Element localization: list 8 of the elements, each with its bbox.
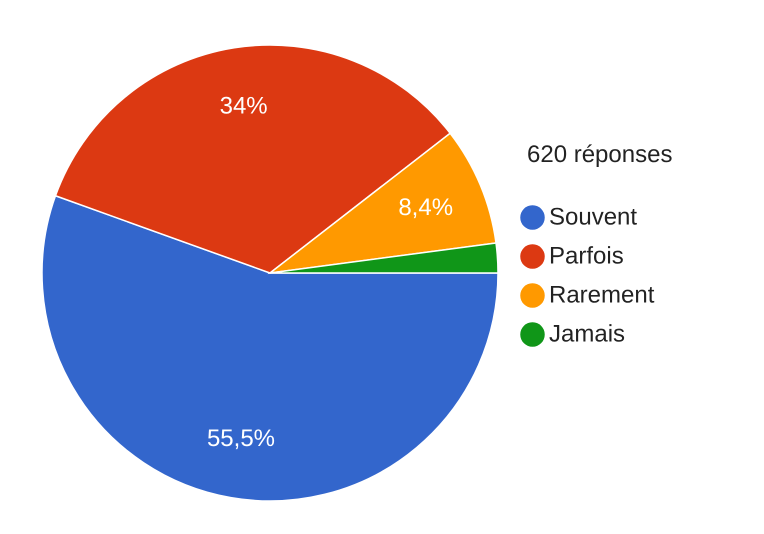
- text: 620 réponses: [527, 141, 672, 168]
- data-label: 34%: [220, 92, 268, 120]
- legend-label: Souvent: [549, 204, 638, 230]
- legend-label: Jamais: [549, 320, 626, 348]
- legend-label: Parfois: [549, 242, 624, 270]
- legend-label: Rarement: [549, 282, 655, 308]
- data-label: 8,4%: [398, 194, 454, 221]
- data-label: 55,5%: [206, 425, 276, 452]
